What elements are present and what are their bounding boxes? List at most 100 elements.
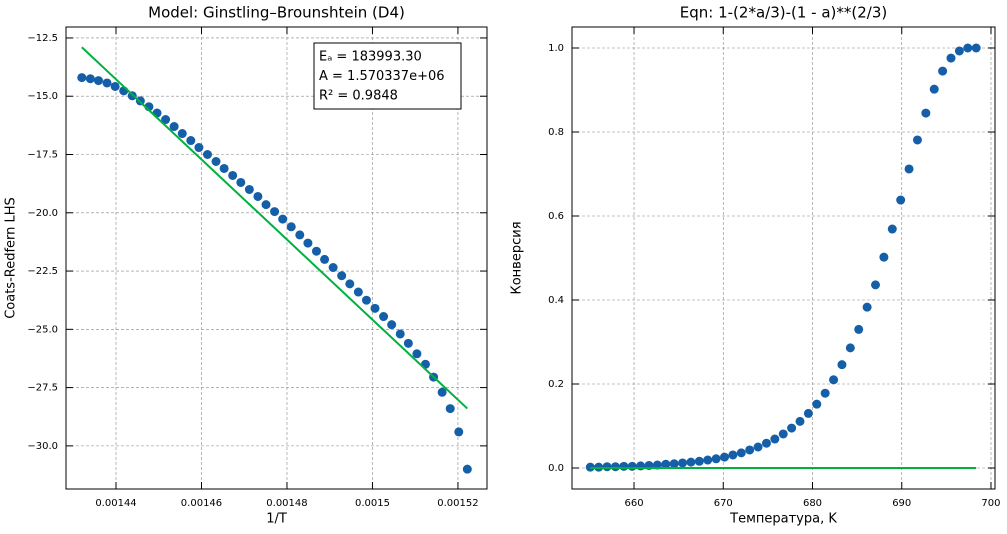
y-tick-label: 0.6 <box>548 211 564 222</box>
data-point <box>946 53 956 63</box>
y-tick-label: −25.0 <box>27 324 58 335</box>
data-point <box>778 429 788 439</box>
chart-title: Eqn: 1-(2*a/3)-(1 - a)**(2/3) <box>680 4 887 22</box>
data-point <box>261 200 271 210</box>
data-point <box>454 427 464 437</box>
y-tick-label: 0.4 <box>548 295 564 306</box>
data-point <box>219 163 229 173</box>
data-point <box>837 360 847 370</box>
data-point <box>102 78 112 88</box>
data-point <box>270 207 280 217</box>
data-point <box>379 312 389 322</box>
annotation-text: R² = 0.9848 <box>319 89 398 104</box>
data-point <box>921 108 931 118</box>
annotation-box <box>313 42 462 110</box>
data-point <box>93 76 103 86</box>
y-tick-label: −30.0 <box>27 441 58 452</box>
data-point <box>311 246 321 256</box>
data-point <box>938 66 948 76</box>
data-point <box>795 416 805 426</box>
data-point <box>161 115 171 125</box>
data-point <box>661 459 671 469</box>
data-point <box>954 46 964 56</box>
data-point <box>236 177 246 187</box>
data-point <box>244 184 254 194</box>
data-point <box>703 455 713 465</box>
data-point <box>820 388 830 398</box>
data-point <box>202 150 212 160</box>
data-point <box>845 343 855 353</box>
data-point <box>686 457 696 467</box>
data-point <box>337 271 347 281</box>
data-point <box>971 43 981 53</box>
data-point <box>879 252 889 262</box>
data-point <box>303 238 313 248</box>
data-point <box>286 222 296 232</box>
data-point <box>353 287 363 297</box>
x-tick-label: 0.0015 <box>355 498 390 509</box>
x-tick-label: 0.00144 <box>95 498 136 509</box>
data-point <box>228 170 238 180</box>
data-point <box>169 122 179 132</box>
y-axis-label: Конверсия <box>510 221 525 294</box>
x-axis-label: 1/T <box>266 512 287 527</box>
annotation-text: Eₐ = 183993.30 <box>319 50 422 65</box>
data-point <box>912 135 922 145</box>
data-point <box>636 461 646 471</box>
x-axis-label: Температура, K <box>729 512 837 527</box>
y-tick-label: −17.5 <box>27 150 58 161</box>
data-point <box>745 445 755 455</box>
y-tick-label: −15.0 <box>27 91 58 102</box>
data-point <box>328 263 338 273</box>
data-point <box>370 303 380 313</box>
x-tick-label: 0.00152 <box>437 498 478 509</box>
data-point <box>803 408 813 418</box>
data-point <box>711 454 721 464</box>
data-point <box>896 195 906 205</box>
data-point <box>669 459 679 469</box>
x-tick-label: 700 <box>981 498 1000 509</box>
fit-line <box>81 46 469 410</box>
data-point <box>871 280 881 290</box>
data-point <box>929 84 939 94</box>
data-point <box>403 338 413 348</box>
y-tick-label: −20.0 <box>27 208 58 219</box>
x-tick-label: 0.00148 <box>266 498 307 509</box>
x-tick-label: 0.00146 <box>181 498 222 509</box>
data-point <box>395 329 405 339</box>
data-point <box>110 81 120 91</box>
x-tick-label: 690 <box>892 498 911 509</box>
axes-frame <box>65 26 488 490</box>
data-point <box>77 73 87 83</box>
chart-title: Model: Ginstling–Brounshtein (D4) <box>148 4 405 22</box>
data-point <box>678 458 688 468</box>
data-point <box>345 279 355 289</box>
y-tick-label: −27.5 <box>27 383 58 394</box>
x-tick-label: 660 <box>624 498 643 509</box>
plot: 660 670 680 690 700 0.0 0.2 0.4 0.6 0.8 1.0 Eqn: 1-… <box>510 4 1001 527</box>
data-point <box>320 254 330 264</box>
data-point <box>770 434 780 444</box>
data-point <box>602 462 612 472</box>
data-point <box>361 295 371 305</box>
data-point <box>728 450 738 460</box>
data-point <box>437 387 447 397</box>
data-point <box>295 230 305 240</box>
data-point <box>812 399 822 409</box>
y-tick-label: −22.5 <box>27 266 58 277</box>
data-point <box>462 464 472 474</box>
x-tick-label: 670 <box>714 498 733 509</box>
data-point <box>278 214 288 224</box>
axes-frame <box>571 26 996 490</box>
y-tick-label: −12.5 <box>27 33 58 44</box>
y-tick-label: 1.0 <box>548 43 564 54</box>
annotation-text: A = 1.570337e+06 <box>319 69 445 84</box>
data-point <box>194 143 204 153</box>
y-axis-label: Coats-Redfern LHS <box>4 197 19 319</box>
data-point <box>720 452 730 462</box>
data-point <box>963 43 973 53</box>
data-point <box>829 375 839 385</box>
data-point <box>694 456 704 466</box>
data-point <box>211 156 221 166</box>
